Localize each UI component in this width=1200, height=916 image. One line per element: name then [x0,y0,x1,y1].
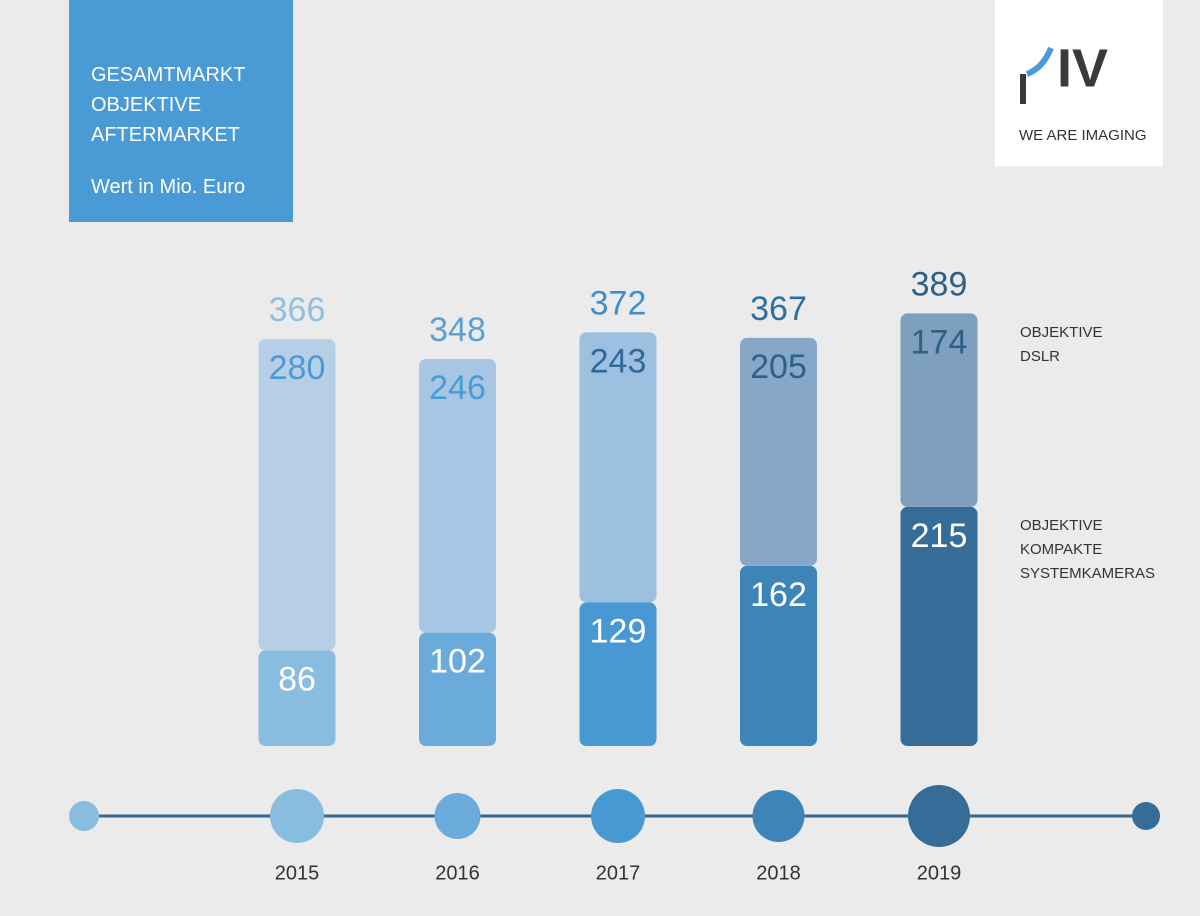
total-label: 389 [911,265,968,303]
logo-bar [1020,74,1026,104]
x-tick-label: 2016 [435,862,480,884]
value-label: 86 [278,660,316,698]
bar-segment [900,313,978,507]
value-label: 129 [590,613,647,651]
tagline: WE ARE IMAGING [1019,127,1147,144]
legend-entry: OBJEKTIVE DSLR [1020,324,1103,365]
bar-segment [579,602,657,746]
timeline-dot [434,793,481,839]
x-tick-label: 2015 [275,862,320,884]
legend-entry: OBJEKTIVE KOMPAKTE SYSTEMKAMERAS [1020,517,1156,582]
value-label: 243 [590,342,647,380]
total-label: 348 [429,311,486,349]
value-label: 205 [750,348,807,386]
value-label: 162 [750,576,807,614]
logo: IV [1020,38,1108,104]
timeline-dot [591,789,645,843]
chart-subtitle: Wert in Mio. Euro [91,176,246,198]
total-label: 366 [269,291,326,329]
bar-segment [740,565,817,746]
value-label: 280 [269,349,326,387]
bar-segment [258,650,336,746]
timeline-dot [270,789,324,843]
bar-segment [419,359,496,633]
total-label: 367 [750,290,807,328]
x-tick-label: 2017 [596,862,641,884]
logo-mark: IV [1057,38,1108,98]
timeline-dot [908,785,970,847]
bar-segment [900,506,978,746]
bar-segment [258,339,336,651]
timeline-dot [752,790,805,842]
timeline-end [1132,802,1160,830]
bar-segment [579,332,657,603]
chart-title: GESAMTMARKT OBJEKTIVE AFTERMARKET [91,64,246,146]
logo-arc [1025,46,1054,77]
x-tick-label: 2018 [756,862,801,884]
title-box: GESAMTMARKT OBJEKTIVE AFTERMARKET Wert i… [69,0,293,222]
value-label: 215 [911,517,968,555]
value-label: 246 [429,369,486,407]
logo-box: IV WE ARE IMAGING [995,0,1163,166]
bar-segment [740,337,817,566]
x-tick-label: 2019 [917,862,962,884]
value-label: 102 [429,643,486,681]
total-label: 372 [590,284,647,322]
bar-segment [419,632,496,746]
timeline-end [69,801,99,831]
value-label: 174 [911,323,968,361]
